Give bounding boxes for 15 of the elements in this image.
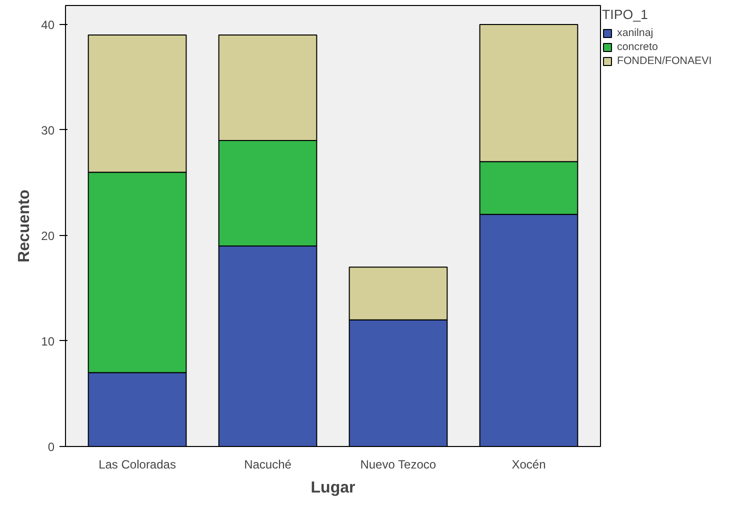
legend-title: TIPO_1 [602, 7, 649, 22]
x-tick-label: Nuevo Tezoco [360, 458, 436, 472]
legend-label: FONDEN/FONAEVI [617, 55, 712, 67]
x-tick-label: Las Coloradas [98, 458, 176, 472]
y-tick-label: 20 [41, 228, 55, 243]
y-tick-label: 30 [41, 123, 55, 138]
y-axis-title: Recuento [16, 189, 34, 262]
x-axis-title: Lugar [310, 480, 356, 496]
y-tick-label: 0 [48, 440, 55, 454]
x-tick-label: Xocén [512, 458, 546, 472]
legend-label: concreto [617, 41, 658, 53]
x-tick-label: Nacuché [244, 458, 292, 472]
y-tick-label: 40 [41, 18, 55, 32]
legend-label: xanilnaj [617, 27, 654, 39]
y-tick-label: 10 [41, 334, 55, 348]
